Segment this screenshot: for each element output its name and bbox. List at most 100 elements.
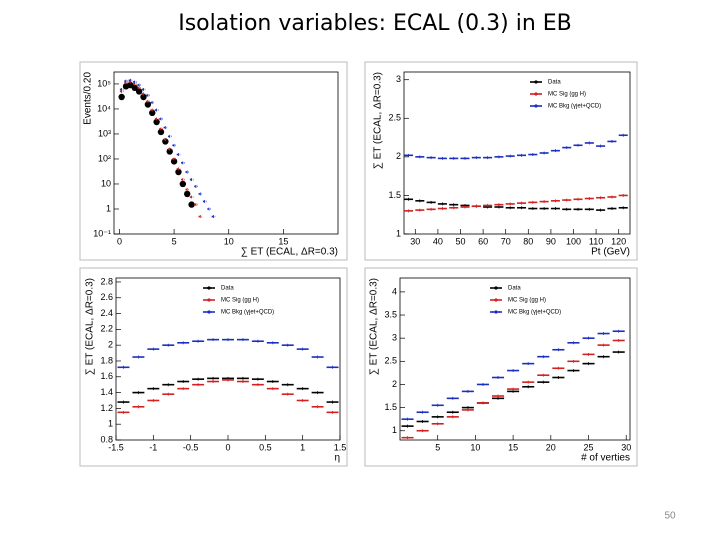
legend-label: MC Bkg (γjet+QCD) bbox=[221, 310, 274, 316]
x-tick-label: 100 bbox=[566, 236, 581, 246]
legend-swatch bbox=[494, 286, 498, 290]
legend-label: Data bbox=[508, 286, 521, 292]
plot-area bbox=[399, 277, 631, 441]
data-point bbox=[175, 168, 182, 176]
y-tick-label: 1 bbox=[106, 203, 111, 213]
x-tick-label: 120 bbox=[611, 236, 626, 246]
data-point bbox=[157, 128, 165, 136]
data-point bbox=[131, 84, 138, 92]
x-tick-label: 15 bbox=[278, 236, 288, 246]
y-tick-label: 3 bbox=[396, 74, 401, 84]
y-tick-label: 1 bbox=[396, 228, 401, 238]
x-tick-label: 60 bbox=[478, 236, 488, 246]
x-axis-label: # of verties bbox=[581, 453, 630, 464]
y-tick-label: 1.8 bbox=[100, 355, 113, 365]
legend-swatch bbox=[534, 92, 538, 96]
data-point bbox=[170, 158, 178, 165]
data-point bbox=[118, 93, 125, 101]
y-tick-label: 2.5 bbox=[388, 113, 401, 123]
legend-label: Data bbox=[221, 286, 234, 292]
y-tick-label: 3 bbox=[392, 333, 397, 343]
y-tick-label: 10³ bbox=[98, 128, 111, 138]
y-tick-label: 0.8 bbox=[100, 434, 113, 444]
legend-label: Data bbox=[548, 80, 561, 86]
x-axis-label: η bbox=[334, 453, 340, 464]
data-point bbox=[184, 190, 191, 198]
x-tick-label: 40 bbox=[433, 236, 443, 246]
x-tick-label: 0 bbox=[225, 442, 230, 452]
x-tick-label: 10 bbox=[224, 236, 234, 246]
y-tick-label: 10⁴ bbox=[97, 103, 111, 113]
x-tick-label: -1 bbox=[149, 442, 157, 452]
x-tick-label: 20 bbox=[546, 442, 556, 452]
y-tick-label: 1 bbox=[392, 425, 397, 435]
x-tick-label: 30 bbox=[410, 236, 420, 246]
data-point bbox=[135, 88, 143, 95]
legend-swatch bbox=[207, 298, 211, 302]
y-tick-label: 10⁻¹ bbox=[93, 228, 111, 238]
panel-frame bbox=[364, 61, 638, 261]
x-tick-label: 10 bbox=[470, 442, 480, 452]
y-tick-label: 1.5 bbox=[384, 402, 397, 412]
y-tick-label: 2.2 bbox=[100, 324, 113, 334]
data-point bbox=[149, 109, 156, 117]
y-axis-label: Events/0.20 bbox=[83, 72, 94, 125]
panel-frame bbox=[364, 267, 638, 467]
x-tick-label: 5 bbox=[435, 442, 440, 452]
y-tick-label: 10 bbox=[101, 178, 111, 188]
y-tick-label: 10⁵ bbox=[97, 78, 111, 88]
y-tick-label: 2.8 bbox=[100, 276, 113, 286]
x-axis-label: ∑ ET (ECAL, ΔR=0.3) bbox=[241, 247, 338, 258]
y-tick-label: 2.4 bbox=[100, 308, 113, 318]
y-tick-label: 1.2 bbox=[100, 403, 113, 413]
slide-title: Isolation variables: ECAL (0.3) in EB bbox=[178, 11, 572, 36]
x-tick-label: 0 bbox=[117, 236, 122, 246]
x-tick-label: 1 bbox=[300, 442, 305, 452]
y-tick-label: 2.6 bbox=[100, 292, 113, 302]
y-tick-label: 4 bbox=[392, 286, 397, 296]
legend-label: MC Bkg (γjet+QCD) bbox=[548, 104, 601, 110]
x-tick-label: -1.5 bbox=[108, 442, 124, 452]
x-tick-label: -0.5 bbox=[183, 442, 199, 452]
legend-label: MC Sig (gg H) bbox=[508, 298, 546, 304]
y-axis-label: ∑ ET (ECAL, ΔR=0.3) bbox=[369, 278, 380, 375]
y-axis-label: ∑ ET (ECAL, ΔR=0.3) bbox=[373, 72, 384, 169]
x-tick-label: 70 bbox=[501, 236, 511, 246]
data-point bbox=[140, 93, 147, 101]
data-point bbox=[144, 101, 152, 108]
data-point bbox=[179, 180, 187, 188]
x-tick-label: 15 bbox=[508, 442, 518, 452]
legend-swatch bbox=[494, 310, 498, 314]
page-number: 50 bbox=[664, 511, 676, 522]
x-tick-label: 110 bbox=[589, 236, 603, 246]
panel-frame bbox=[79, 61, 348, 261]
panel-frame bbox=[79, 267, 348, 467]
legend-label: MC Bkg (γjet+QCD) bbox=[508, 310, 561, 316]
x-tick-label: 5 bbox=[172, 236, 177, 246]
x-tick-label: 25 bbox=[584, 442, 594, 452]
legend-swatch bbox=[207, 310, 211, 314]
legend-swatch bbox=[534, 80, 538, 84]
y-axis-label: ∑ ET (ECAL, ΔR=0.3) bbox=[85, 278, 96, 375]
data-point bbox=[166, 148, 173, 155]
y-tick-label: 2 bbox=[108, 340, 113, 350]
y-tick-label: 2.5 bbox=[384, 356, 397, 366]
legend-label: MC Sig (gg H) bbox=[221, 298, 259, 304]
x-tick-label: 80 bbox=[523, 236, 533, 246]
plot-area bbox=[403, 71, 631, 235]
y-tick-label: 3.5 bbox=[384, 309, 397, 319]
x-axis-label: Pt (GeV) bbox=[591, 247, 630, 258]
y-tick-label: 1.4 bbox=[100, 387, 113, 397]
y-tick-label: 10² bbox=[98, 153, 111, 163]
x-tick-label: 1.5 bbox=[334, 442, 347, 452]
y-tick-label: 1 bbox=[108, 419, 113, 429]
y-tick-label: 1.6 bbox=[100, 371, 113, 381]
x-tick-label: 0.5 bbox=[259, 442, 272, 452]
x-tick-label: 30 bbox=[621, 442, 631, 452]
x-tick-label: 50 bbox=[455, 236, 465, 246]
legend-swatch bbox=[534, 104, 538, 108]
data-point bbox=[153, 118, 160, 126]
legend-label: MC Sig (gg H) bbox=[548, 92, 586, 98]
